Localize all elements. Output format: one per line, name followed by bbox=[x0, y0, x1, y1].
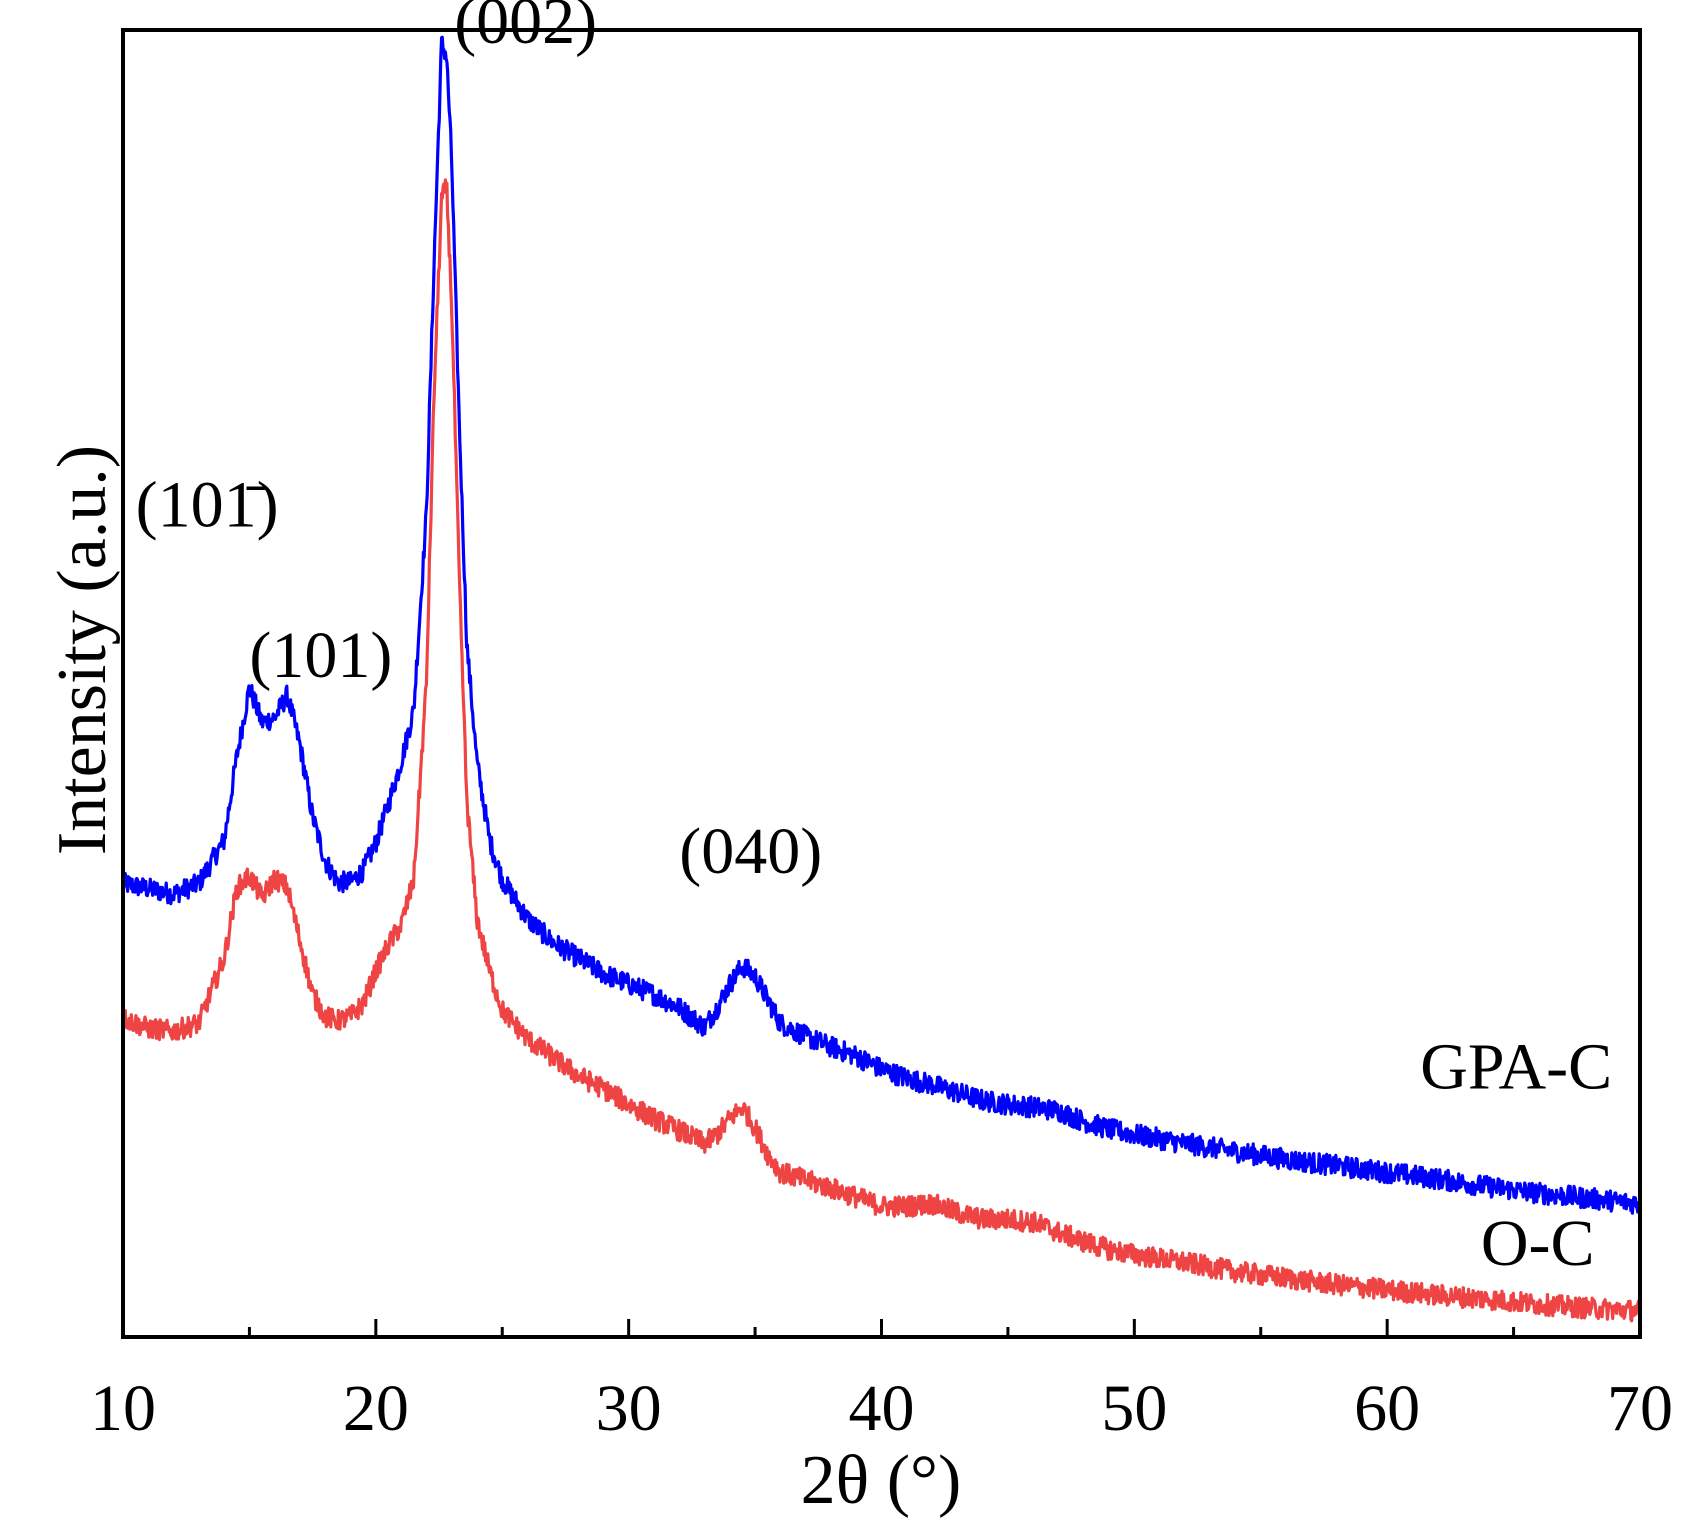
x-tick-label: 60 bbox=[1354, 1372, 1420, 1445]
series-line-o-c bbox=[122, 178, 1642, 1323]
x-tick-label: 40 bbox=[849, 1372, 915, 1445]
x-tick-label: 50 bbox=[1101, 1372, 1167, 1445]
x-tick-label: 70 bbox=[1607, 1372, 1673, 1445]
x-axis-tick-labels: 10 20 30 40 50 60 70 bbox=[90, 1372, 1673, 1445]
x-tick-label: 10 bbox=[90, 1372, 156, 1445]
plot-series bbox=[121, 35, 1642, 1323]
peak-label: (040) bbox=[679, 815, 822, 888]
x-axis-ticks bbox=[247, 1319, 1516, 1337]
x-axis-title: 2θ (°) bbox=[801, 1442, 962, 1519]
series-label-gpa-c: GPA-C bbox=[1420, 1031, 1612, 1104]
x-tick-label: 30 bbox=[596, 1372, 662, 1445]
peak-label: (101) bbox=[249, 619, 392, 692]
peak-annotations: (002) (101̄) (101) (040) bbox=[136, 0, 823, 888]
y-axis-title: Intensity (a.u.) bbox=[44, 445, 121, 855]
series-labels: GPA-C O-C bbox=[1420, 1031, 1612, 1280]
x-tick-label: 20 bbox=[343, 1372, 409, 1445]
series-line-gpa-c bbox=[121, 35, 1642, 1215]
peak-label: (002) bbox=[454, 0, 597, 58]
series-label-o-c: O-C bbox=[1481, 1207, 1595, 1280]
peak-label: (101̄) bbox=[136, 469, 279, 542]
